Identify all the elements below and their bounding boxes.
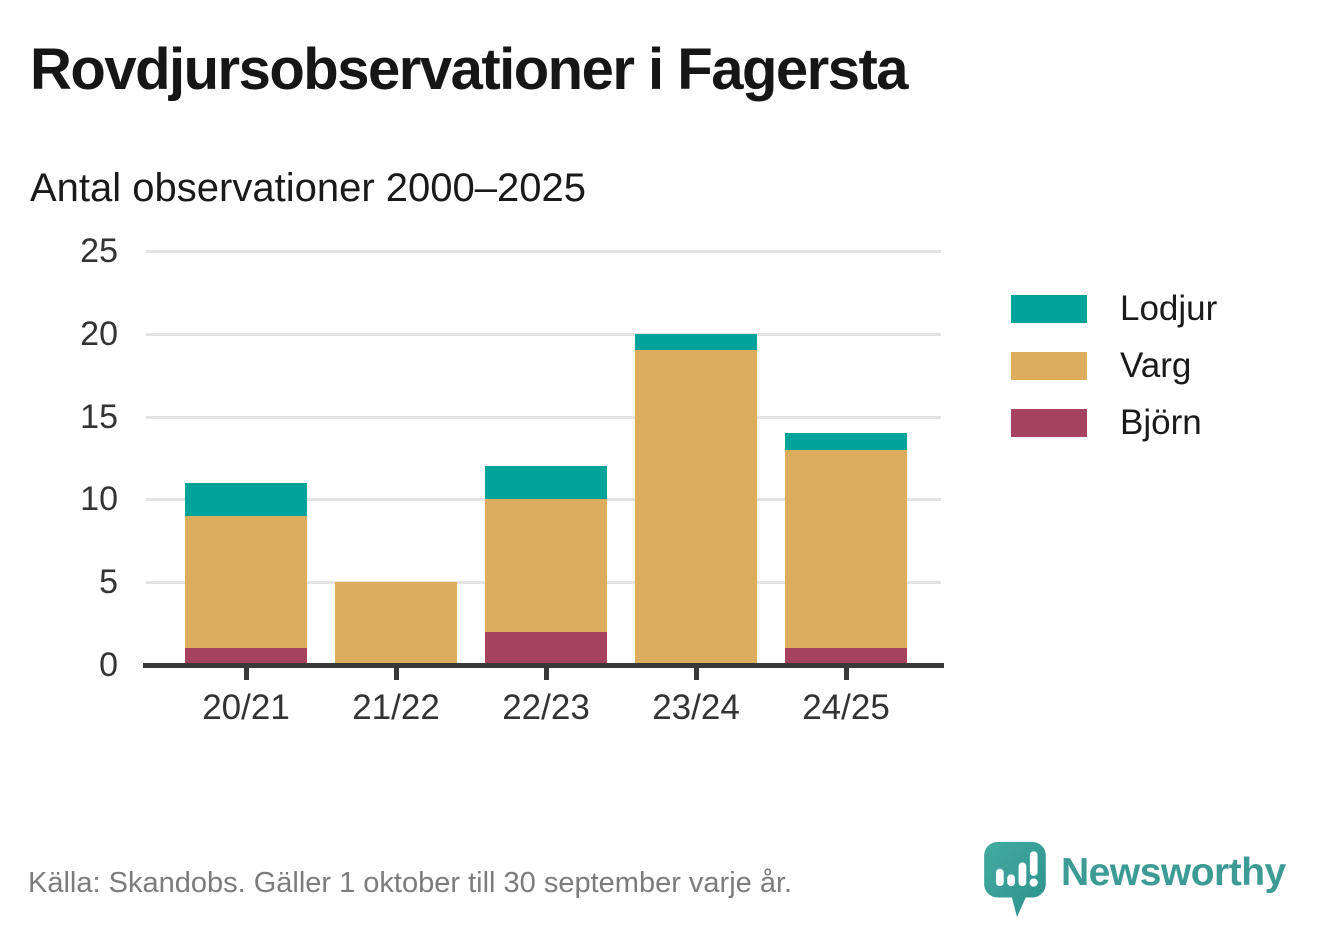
gridline-y-25 [146,250,941,254]
plot-area [146,250,941,665]
legend-item-varg: Varg [1011,345,1217,387]
legend-swatch [1011,295,1087,323]
bar-segment [185,648,307,665]
y-tick-label: 10 [80,480,118,519]
bar-segment [485,499,607,632]
x-axis-tick [843,665,849,680]
legend-label: Varg [1120,346,1192,385]
x-tick-label: 24/25 [802,688,890,727]
x-tick-label: 20/21 [202,688,290,727]
y-tick-label: 20 [80,314,118,353]
legend-swatch [1011,409,1087,437]
x-tick-label: 21/22 [352,688,440,727]
y-tick-label: 5 [99,563,118,602]
bar-segment [335,582,457,665]
bar-segment [635,350,757,665]
legend-label: Björn [1120,403,1202,442]
y-tick-label: 25 [80,232,118,270]
x-tick-label: 22/23 [502,688,590,727]
page-title: Rovdjursobservationer i Fagersta [30,37,909,102]
legend-swatch [1011,352,1087,380]
y-tick-label: 0 [99,646,118,684]
bar-segment [635,333,757,351]
x-axis-tick [543,665,549,680]
source-note: Källa: Skandobs. Gäller 1 oktober till 3… [28,867,793,899]
brand-logo: Newsworthy [984,842,1286,923]
bar-segment [485,466,607,500]
bar-segment [785,433,907,450]
x-axis-tick [693,665,699,680]
bar-segment [185,482,307,516]
legend-item-lodjur: Lodjur [1011,288,1217,330]
x-axis-tick [393,665,399,680]
legend-item-björn: Björn [1011,402,1217,444]
bar-segment [185,515,307,649]
x-axis-tick [243,665,249,680]
legend: Lodjur Varg Björn [1011,288,1217,459]
newsworthy-logo-icon [984,842,1048,923]
chart-subtitle: Antal observationer 2000–2025 [30,166,586,210]
bar-segment [785,648,907,665]
y-tick-label: 15 [80,397,118,436]
gridline-y-15 [146,415,941,419]
x-tick-label: 23/24 [652,688,740,727]
brand-name: Newsworthy [1061,851,1286,894]
bar-segment [485,631,607,665]
legend-label: Lodjur [1120,289,1218,328]
bar-segment [785,449,907,649]
gridline-y-20 [146,332,941,336]
